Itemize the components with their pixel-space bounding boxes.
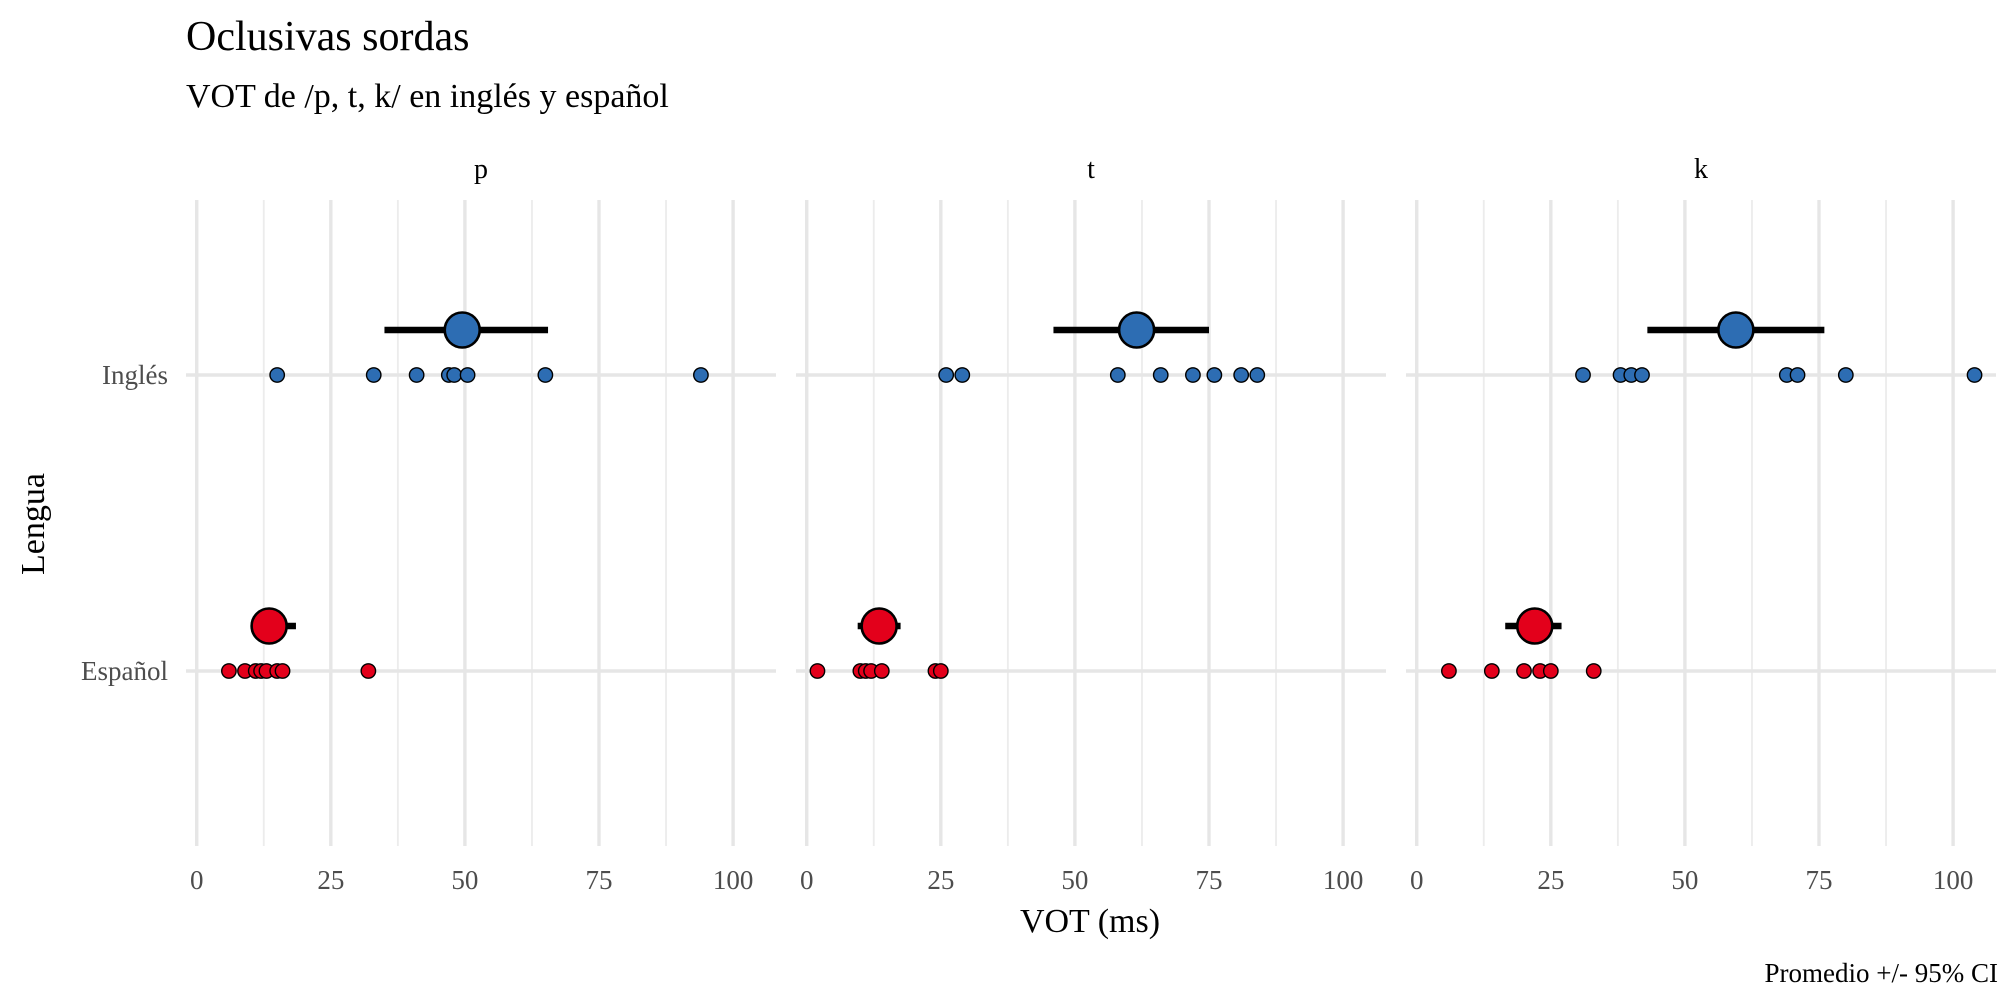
- mean-point: [250, 607, 288, 645]
- observation-point: [1575, 367, 1591, 383]
- observation-point: [1966, 367, 1983, 383]
- mean-point: [443, 311, 482, 349]
- mean-point: [1515, 607, 1554, 645]
- x-tick-label: 50: [1671, 865, 1698, 895]
- observation-point: [938, 367, 955, 383]
- observation-point: [1585, 663, 1602, 679]
- mean-point: [860, 607, 898, 645]
- observation-point: [1233, 367, 1250, 383]
- observation-point: [408, 367, 425, 383]
- x-tick-label: 0: [800, 865, 814, 895]
- observation-point: [1441, 663, 1457, 679]
- observation-point: [1837, 367, 1854, 383]
- observation-point: [269, 367, 286, 383]
- y-axis-title: Lengua: [15, 473, 52, 575]
- x-tick-label: 0: [1410, 865, 1424, 895]
- x-tick-label: 75: [586, 865, 613, 895]
- observation-point: [221, 663, 237, 679]
- observation-point: [1483, 663, 1500, 679]
- observation-point: [932, 663, 949, 679]
- observation-point: [365, 367, 382, 383]
- x-tick-label: 25: [1537, 865, 1564, 895]
- x-tick-label: 100: [713, 865, 754, 895]
- y-tick-label: Inglés: [102, 360, 168, 390]
- x-tick-label: 0: [190, 865, 204, 895]
- facet-panel-p: 0 25 50 75 100 p: [186, 154, 776, 895]
- observation-point: [809, 663, 826, 679]
- observation-point: [360, 663, 377, 679]
- x-tick-label: 50: [451, 865, 478, 895]
- observation-point: [537, 367, 554, 383]
- x-tick-label: 75: [1196, 865, 1223, 895]
- y-tick-label: Español: [81, 656, 168, 686]
- facet-panel-k: 0 25 50 75 100 k: [1406, 154, 1996, 895]
- observation-point: [1542, 663, 1559, 679]
- observation-point: [446, 367, 463, 383]
- observation-point: [954, 367, 971, 383]
- observation-point: [1634, 367, 1650, 383]
- observation-point: [459, 367, 476, 383]
- observation-point: [693, 367, 709, 383]
- chart-caption: Promedio +/- 95% CI: [1765, 958, 1998, 988]
- chart-subtitle: VOT de /p, t, k/ en inglés y español: [186, 78, 669, 115]
- observation-point: [873, 663, 890, 679]
- x-tick-label: 100: [1323, 865, 1364, 895]
- facet-label-k: k: [1694, 154, 1708, 185]
- x-tick-label: 25: [317, 865, 344, 895]
- observation-point: [1109, 367, 1126, 383]
- observation-point: [1789, 367, 1806, 383]
- observation-point: [1516, 663, 1532, 679]
- x-axis-title: VOT (ms): [1020, 903, 1160, 940]
- facet-panels: 0 25 50 75 100 p 0 25 50 75 100 t 0 25 50 75 100 k Español…: [81, 154, 1996, 895]
- observation-point: [1152, 367, 1169, 383]
- chart-title: Oclusivas sordas: [186, 14, 469, 60]
- observation-point: [274, 663, 291, 679]
- observation-point: [1206, 367, 1223, 383]
- facet-label-p: p: [474, 154, 488, 185]
- mean-point: [1717, 311, 1755, 349]
- x-tick-label: 25: [927, 865, 954, 895]
- x-tick-label: 50: [1061, 865, 1088, 895]
- x-tick-label: 75: [1806, 865, 1833, 895]
- facet-label-t: t: [1087, 154, 1095, 185]
- facet-panel-t: 0 25 50 75 100 t: [796, 154, 1386, 895]
- observation-point: [1185, 367, 1201, 383]
- mean-point: [1117, 311, 1156, 349]
- observation-point: [1249, 367, 1266, 383]
- x-tick-label: 100: [1933, 865, 1974, 895]
